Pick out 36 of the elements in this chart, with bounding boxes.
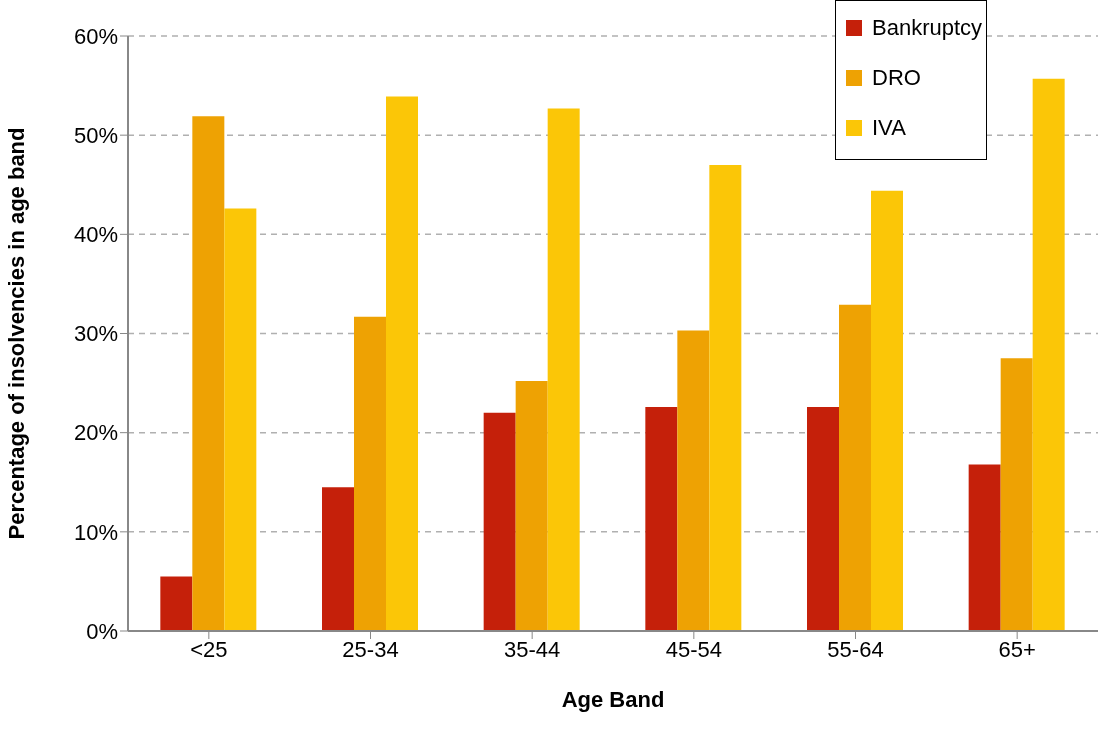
y-tick-label: 30% — [73, 321, 118, 347]
bar — [515, 381, 548, 631]
bar — [354, 316, 386, 631]
y-tick-label: 40% — [73, 222, 118, 248]
legend-label: Bankruptcy — [872, 15, 983, 41]
x-axis-title: Age Band — [561, 687, 665, 712]
bar — [677, 330, 710, 631]
bar — [645, 406, 678, 631]
y-tick-label: 50% — [73, 122, 118, 148]
bar — [968, 464, 1001, 631]
legend-label: DRO — [872, 65, 921, 91]
y-tick-label: 60% — [73, 23, 118, 49]
x-tick-label: 35-44 — [504, 636, 561, 662]
legend-label: IVA — [872, 115, 906, 141]
bar — [839, 304, 871, 631]
bar — [709, 164, 742, 631]
x-tick-label: <25 — [190, 636, 228, 662]
y-axis-title: Percentage of insolvencies in age band — [3, 127, 29, 540]
bar — [224, 208, 257, 631]
x-tick-label: 65+ — [998, 636, 1036, 662]
x-tick-label: 45-54 — [665, 636, 722, 662]
bar — [1032, 78, 1065, 631]
bar — [1000, 358, 1033, 631]
bar — [322, 487, 354, 631]
bar — [192, 116, 225, 631]
y-tick-label: 0% — [86, 618, 118, 644]
x-tick-label: 25-34 — [342, 636, 399, 662]
y-tick-label: 20% — [73, 420, 118, 446]
bar — [807, 406, 839, 631]
bar — [871, 190, 903, 631]
bar — [483, 412, 516, 631]
y-tick-label: 10% — [73, 519, 118, 545]
bar — [547, 108, 580, 631]
bar — [386, 96, 418, 631]
x-tick-label: 55-64 — [827, 636, 884, 662]
bar — [160, 576, 193, 631]
